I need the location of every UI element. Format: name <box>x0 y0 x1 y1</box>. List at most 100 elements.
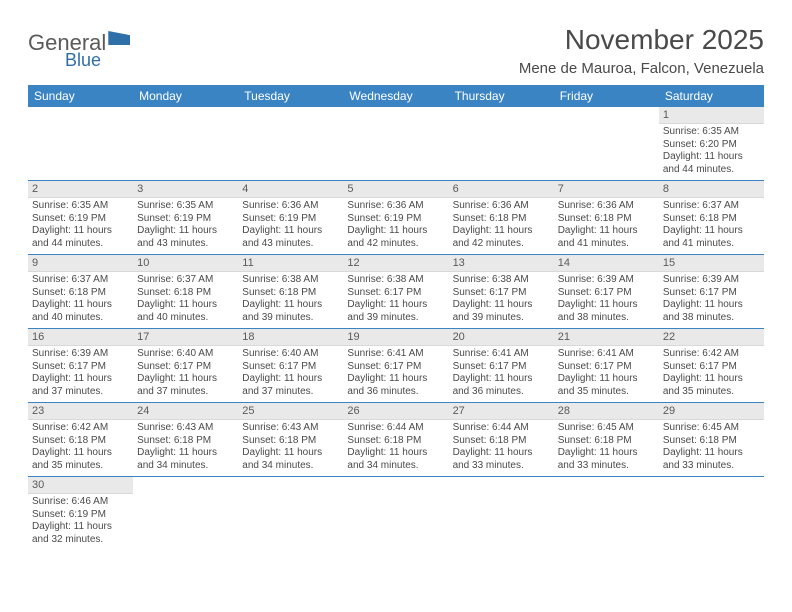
day-number: 2 <box>28 181 133 198</box>
calendar-cell: 29Sunrise: 6:45 AMSunset: 6:18 PMDayligh… <box>659 403 764 477</box>
day-details: Sunrise: 6:45 AMSunset: 6:18 PMDaylight:… <box>659 420 764 476</box>
calendar-cell: 18Sunrise: 6:40 AMSunset: 6:17 PMDayligh… <box>238 329 343 403</box>
calendar-row: 23Sunrise: 6:42 AMSunset: 6:18 PMDayligh… <box>28 403 764 477</box>
day-number: 1 <box>659 107 764 124</box>
day-number: 20 <box>449 329 554 346</box>
day-details: Sunrise: 6:38 AMSunset: 6:18 PMDaylight:… <box>238 272 343 328</box>
calendar-row: 1Sunrise: 6:35 AMSunset: 6:20 PMDaylight… <box>28 107 764 181</box>
day-details: Sunrise: 6:40 AMSunset: 6:17 PMDaylight:… <box>238 346 343 402</box>
day-number: 24 <box>133 403 238 420</box>
day-number: 25 <box>238 403 343 420</box>
calendar-cell <box>659 477 764 551</box>
day-number: 22 <box>659 329 764 346</box>
day-details: Sunrise: 6:37 AMSunset: 6:18 PMDaylight:… <box>133 272 238 328</box>
day-details: Sunrise: 6:42 AMSunset: 6:17 PMDaylight:… <box>659 346 764 402</box>
day-details: Sunrise: 6:36 AMSunset: 6:19 PMDaylight:… <box>343 198 448 254</box>
header: General November 2025 Mene de Mauroa, Fa… <box>28 24 764 77</box>
calendar-cell: 1Sunrise: 6:35 AMSunset: 6:20 PMDaylight… <box>659 107 764 181</box>
calendar-cell: 28Sunrise: 6:45 AMSunset: 6:18 PMDayligh… <box>554 403 659 477</box>
day-details: Sunrise: 6:45 AMSunset: 6:18 PMDaylight:… <box>554 420 659 476</box>
day-details: Sunrise: 6:39 AMSunset: 6:17 PMDaylight:… <box>659 272 764 328</box>
month-title: November 2025 <box>519 24 764 56</box>
day-details: Sunrise: 6:46 AMSunset: 6:19 PMDaylight:… <box>28 494 133 550</box>
day-details: Sunrise: 6:35 AMSunset: 6:19 PMDaylight:… <box>133 198 238 254</box>
day-details: Sunrise: 6:37 AMSunset: 6:18 PMDaylight:… <box>28 272 133 328</box>
calendar-row: 9Sunrise: 6:37 AMSunset: 6:18 PMDaylight… <box>28 255 764 329</box>
day-number: 19 <box>343 329 448 346</box>
day-number: 3 <box>133 181 238 198</box>
calendar-cell: 17Sunrise: 6:40 AMSunset: 6:17 PMDayligh… <box>133 329 238 403</box>
calendar-cell: 24Sunrise: 6:43 AMSunset: 6:18 PMDayligh… <box>133 403 238 477</box>
calendar-cell: 6Sunrise: 6:36 AMSunset: 6:18 PMDaylight… <box>449 181 554 255</box>
calendar-cell: 9Sunrise: 6:37 AMSunset: 6:18 PMDaylight… <box>28 255 133 329</box>
day-number: 12 <box>343 255 448 272</box>
day-details: Sunrise: 6:39 AMSunset: 6:17 PMDaylight:… <box>554 272 659 328</box>
day-number: 10 <box>133 255 238 272</box>
day-header-thursday: Thursday <box>449 85 554 107</box>
calendar-cell: 23Sunrise: 6:42 AMSunset: 6:18 PMDayligh… <box>28 403 133 477</box>
day-header-wednesday: Wednesday <box>343 85 448 107</box>
day-details: Sunrise: 6:36 AMSunset: 6:18 PMDaylight:… <box>554 198 659 254</box>
day-details: Sunrise: 6:38 AMSunset: 6:17 PMDaylight:… <box>343 272 448 328</box>
day-number: 29 <box>659 403 764 420</box>
calendar-cell <box>238 477 343 551</box>
day-details: Sunrise: 6:36 AMSunset: 6:19 PMDaylight:… <box>238 198 343 254</box>
calendar-cell: 11Sunrise: 6:38 AMSunset: 6:18 PMDayligh… <box>238 255 343 329</box>
location: Mene de Mauroa, Falcon, Venezuela <box>519 60 764 77</box>
calendar-cell: 12Sunrise: 6:38 AMSunset: 6:17 PMDayligh… <box>343 255 448 329</box>
day-header-row: SundayMondayTuesdayWednesdayThursdayFrid… <box>28 85 764 107</box>
day-details: Sunrise: 6:44 AMSunset: 6:18 PMDaylight:… <box>449 420 554 476</box>
calendar-cell <box>28 107 133 181</box>
calendar-cell: 15Sunrise: 6:39 AMSunset: 6:17 PMDayligh… <box>659 255 764 329</box>
calendar-cell <box>554 107 659 181</box>
calendar-cell: 13Sunrise: 6:38 AMSunset: 6:17 PMDayligh… <box>449 255 554 329</box>
calendar-row: 2Sunrise: 6:35 AMSunset: 6:19 PMDaylight… <box>28 181 764 255</box>
calendar-row: 16Sunrise: 6:39 AMSunset: 6:17 PMDayligh… <box>28 329 764 403</box>
calendar-cell: 20Sunrise: 6:41 AMSunset: 6:17 PMDayligh… <box>449 329 554 403</box>
calendar-cell: 21Sunrise: 6:41 AMSunset: 6:17 PMDayligh… <box>554 329 659 403</box>
calendar-cell: 30Sunrise: 6:46 AMSunset: 6:19 PMDayligh… <box>28 477 133 551</box>
calendar-cell: 4Sunrise: 6:36 AMSunset: 6:19 PMDaylight… <box>238 181 343 255</box>
day-details: Sunrise: 6:44 AMSunset: 6:18 PMDaylight:… <box>343 420 448 476</box>
day-number: 6 <box>449 181 554 198</box>
day-details: Sunrise: 6:36 AMSunset: 6:18 PMDaylight:… <box>449 198 554 254</box>
day-details: Sunrise: 6:40 AMSunset: 6:17 PMDaylight:… <box>133 346 238 402</box>
calendar-cell <box>133 107 238 181</box>
calendar-cell <box>449 107 554 181</box>
day-header-sunday: Sunday <box>28 85 133 107</box>
day-header-tuesday: Tuesday <box>238 85 343 107</box>
calendar-cell: 7Sunrise: 6:36 AMSunset: 6:18 PMDaylight… <box>554 181 659 255</box>
day-details: Sunrise: 6:41 AMSunset: 6:17 PMDaylight:… <box>449 346 554 402</box>
calendar-cell: 27Sunrise: 6:44 AMSunset: 6:18 PMDayligh… <box>449 403 554 477</box>
calendar-cell: 14Sunrise: 6:39 AMSunset: 6:17 PMDayligh… <box>554 255 659 329</box>
day-number: 15 <box>659 255 764 272</box>
day-number: 14 <box>554 255 659 272</box>
day-header-saturday: Saturday <box>659 85 764 107</box>
day-details: Sunrise: 6:35 AMSunset: 6:19 PMDaylight:… <box>28 198 133 254</box>
logo-blue: Blue <box>65 50 101 71</box>
day-number: 21 <box>554 329 659 346</box>
calendar-cell <box>343 107 448 181</box>
calendar-cell: 26Sunrise: 6:44 AMSunset: 6:18 PMDayligh… <box>343 403 448 477</box>
calendar-cell: 22Sunrise: 6:42 AMSunset: 6:17 PMDayligh… <box>659 329 764 403</box>
day-header-monday: Monday <box>133 85 238 107</box>
calendar-cell: 3Sunrise: 6:35 AMSunset: 6:19 PMDaylight… <box>133 181 238 255</box>
day-details: Sunrise: 6:41 AMSunset: 6:17 PMDaylight:… <box>343 346 448 402</box>
day-number: 28 <box>554 403 659 420</box>
logo-flag-icon <box>108 31 130 45</box>
day-number: 18 <box>238 329 343 346</box>
calendar-cell <box>238 107 343 181</box>
day-details: Sunrise: 6:38 AMSunset: 6:17 PMDaylight:… <box>449 272 554 328</box>
calendar-cell: 8Sunrise: 6:37 AMSunset: 6:18 PMDaylight… <box>659 181 764 255</box>
day-number: 8 <box>659 181 764 198</box>
day-number: 4 <box>238 181 343 198</box>
day-number: 17 <box>133 329 238 346</box>
calendar-cell: 2Sunrise: 6:35 AMSunset: 6:19 PMDaylight… <box>28 181 133 255</box>
day-number: 7 <box>554 181 659 198</box>
day-details: Sunrise: 6:42 AMSunset: 6:18 PMDaylight:… <box>28 420 133 476</box>
calendar-cell <box>343 477 448 551</box>
calendar-cell: 16Sunrise: 6:39 AMSunset: 6:17 PMDayligh… <box>28 329 133 403</box>
calendar-cell: 19Sunrise: 6:41 AMSunset: 6:17 PMDayligh… <box>343 329 448 403</box>
calendar-table: SundayMondayTuesdayWednesdayThursdayFrid… <box>28 85 764 550</box>
calendar-cell: 10Sunrise: 6:37 AMSunset: 6:18 PMDayligh… <box>133 255 238 329</box>
